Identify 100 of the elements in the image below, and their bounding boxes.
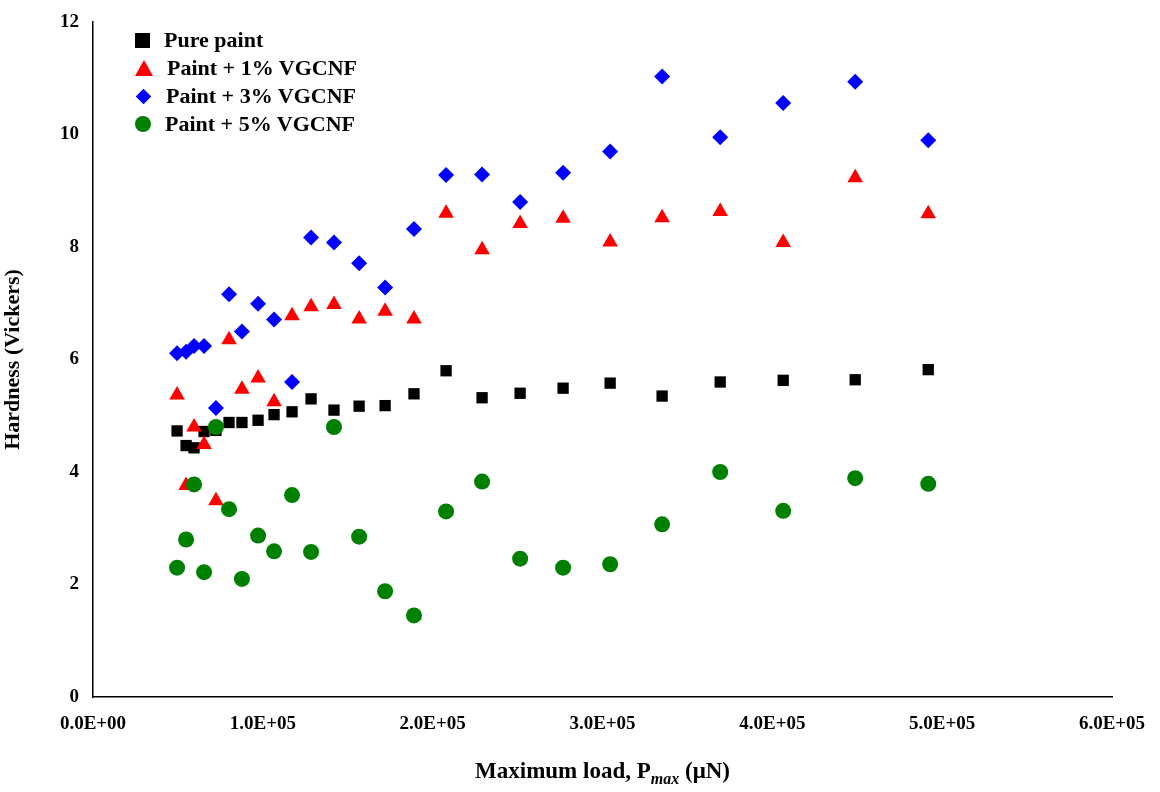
point xyxy=(171,425,183,437)
point xyxy=(351,528,368,545)
point xyxy=(266,543,283,560)
legend-label: Paint + 5% VGCNF xyxy=(165,111,355,137)
point xyxy=(438,204,454,218)
point xyxy=(221,330,237,345)
point xyxy=(188,442,200,454)
y-tick-label: 10 xyxy=(60,122,79,144)
y-tick-label: 6 xyxy=(69,347,79,369)
point xyxy=(920,475,937,492)
point xyxy=(656,390,668,402)
x-axis-title: Maximum load, P$_{max}$ (μN) xyxy=(474,758,731,788)
point xyxy=(305,393,317,405)
point xyxy=(512,194,529,210)
point xyxy=(405,607,422,624)
point xyxy=(377,302,393,316)
point xyxy=(714,376,726,388)
x-tick-label: 1.0E+05 xyxy=(229,712,296,734)
point xyxy=(221,286,238,303)
point xyxy=(196,564,213,581)
point xyxy=(474,166,491,183)
point xyxy=(351,255,368,272)
point xyxy=(186,476,203,493)
point xyxy=(555,209,571,223)
y-tick-label: 2 xyxy=(69,572,79,594)
point xyxy=(325,234,342,251)
point xyxy=(233,570,250,587)
point xyxy=(234,380,250,394)
point xyxy=(266,311,283,328)
point xyxy=(250,369,266,383)
point xyxy=(847,168,864,183)
point xyxy=(654,516,671,533)
point xyxy=(250,527,267,544)
y-axis-title: Hardness (Vickers) xyxy=(0,269,24,450)
point xyxy=(268,408,280,421)
point xyxy=(408,388,420,400)
point xyxy=(847,73,864,90)
point xyxy=(250,295,267,312)
point xyxy=(476,392,488,404)
y-tick-label: 0 xyxy=(69,684,79,706)
legend-label: Paint + 3% VGCNF xyxy=(166,83,356,109)
point xyxy=(207,419,224,435)
point xyxy=(266,392,282,407)
x-tick-label: 5.0E+05 xyxy=(909,712,976,734)
point xyxy=(328,404,340,416)
y-tick-label: 8 xyxy=(69,234,79,256)
point xyxy=(555,559,572,576)
point xyxy=(514,387,526,399)
point xyxy=(233,323,250,340)
point xyxy=(186,418,202,432)
y-tick-label: 12 xyxy=(60,9,79,31)
point xyxy=(207,399,224,416)
point xyxy=(303,543,320,560)
point xyxy=(555,164,572,181)
point xyxy=(169,559,186,576)
point xyxy=(602,232,618,247)
point xyxy=(654,208,670,223)
point xyxy=(286,406,298,418)
x-tick-label: 4.0E+05 xyxy=(739,712,806,734)
point xyxy=(284,374,301,390)
point xyxy=(325,419,342,435)
point xyxy=(512,214,528,228)
point xyxy=(604,377,616,389)
point xyxy=(775,233,791,247)
point xyxy=(223,416,235,429)
point xyxy=(712,129,729,146)
point xyxy=(377,583,394,600)
point xyxy=(303,229,320,246)
x-tick-label: 3.0E+05 xyxy=(569,712,636,734)
point xyxy=(284,487,301,504)
point xyxy=(377,279,394,296)
point xyxy=(849,374,861,386)
point xyxy=(474,473,491,490)
point xyxy=(512,550,529,567)
point xyxy=(712,464,729,480)
point xyxy=(602,556,619,573)
point xyxy=(474,240,490,255)
point xyxy=(351,310,367,324)
point xyxy=(712,202,728,217)
y-tick-label: 4 xyxy=(69,459,80,481)
point xyxy=(438,503,455,520)
legend-label: Pure paint xyxy=(164,27,264,53)
point xyxy=(920,132,937,149)
point xyxy=(922,363,934,376)
x-tick-label: 6.0E+05 xyxy=(1078,712,1146,734)
point xyxy=(326,295,342,309)
legend-label: Paint + 1% VGCNF xyxy=(167,55,357,81)
point xyxy=(405,221,422,237)
point xyxy=(557,382,569,394)
point xyxy=(775,95,792,111)
point xyxy=(775,502,792,519)
point xyxy=(438,167,455,183)
point xyxy=(654,68,671,85)
point xyxy=(303,297,319,312)
point xyxy=(221,501,238,518)
point xyxy=(406,310,422,324)
point xyxy=(920,204,937,219)
x-tick-label: 2.0E+05 xyxy=(399,712,466,734)
point xyxy=(379,399,391,412)
point xyxy=(602,143,619,160)
